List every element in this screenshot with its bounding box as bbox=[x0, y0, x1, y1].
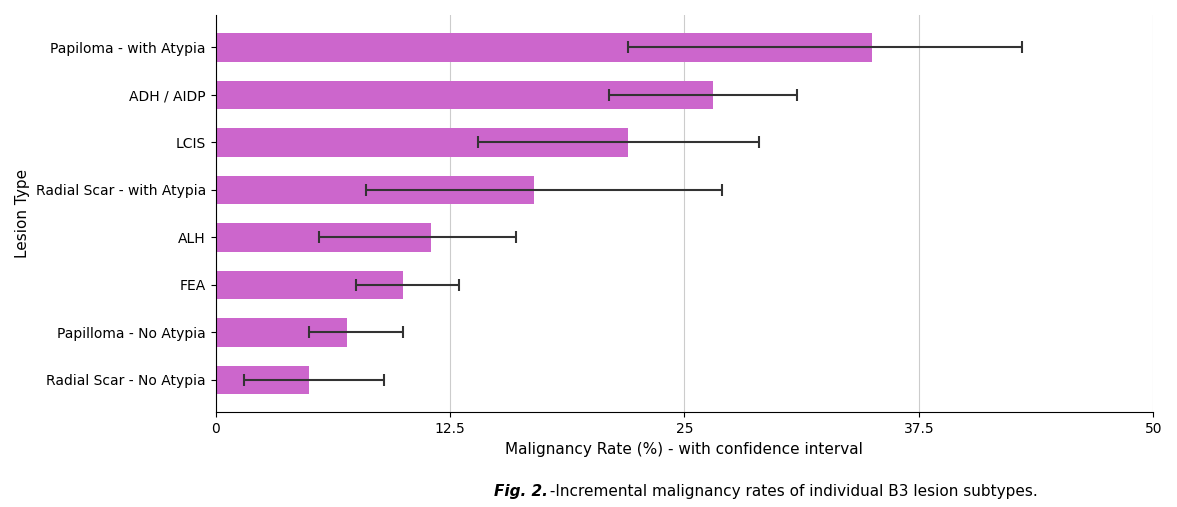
Bar bbox=[215, 366, 310, 394]
Bar bbox=[215, 223, 431, 251]
Bar bbox=[215, 33, 872, 61]
Bar bbox=[215, 271, 403, 299]
Y-axis label: Lesion Type: Lesion Type bbox=[15, 169, 29, 258]
Bar bbox=[215, 81, 712, 109]
Text: -Incremental malignancy rates of individual B3 lesion subtypes.: -Incremental malignancy rates of individ… bbox=[545, 484, 1038, 499]
Text: Fig. 2.: Fig. 2. bbox=[494, 484, 548, 499]
X-axis label: Malignancy Rate (%) - with confidence interval: Malignancy Rate (%) - with confidence in… bbox=[505, 442, 863, 456]
Bar bbox=[215, 128, 629, 157]
Bar bbox=[215, 175, 534, 204]
Bar bbox=[215, 318, 347, 347]
